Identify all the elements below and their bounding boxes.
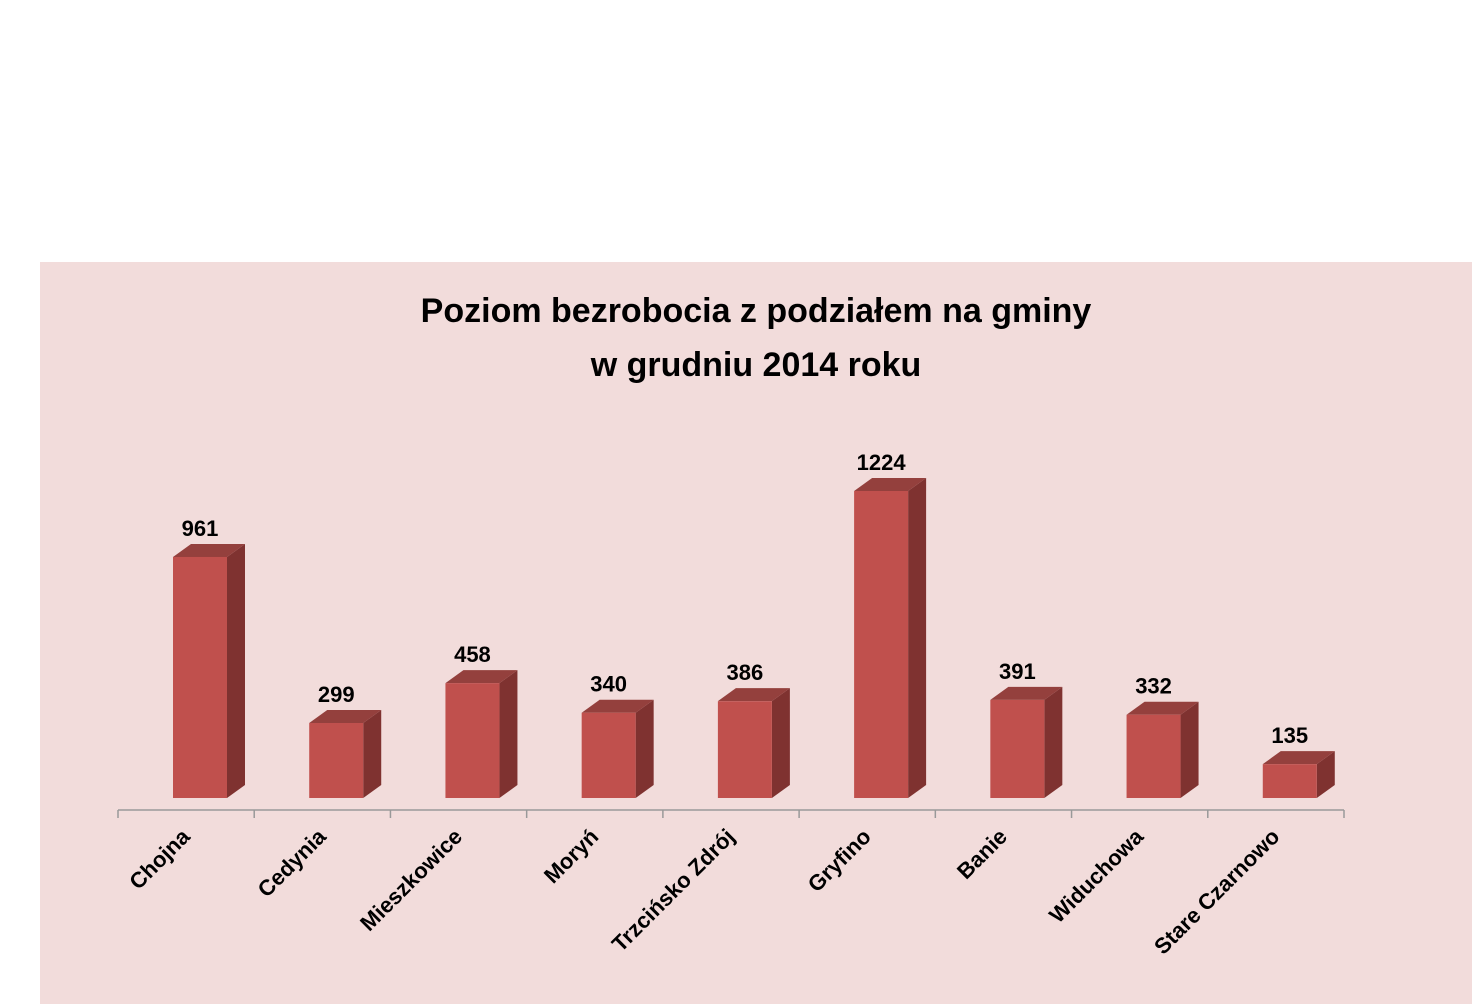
bar-top [173,543,245,557]
bar-front [581,712,636,798]
bar-top [1262,751,1335,765]
bar-front [854,491,909,798]
bar-side [635,699,654,798]
bar-side [1044,686,1063,798]
chart-title: Poziom bezrobocia z podziałem na gminy w… [420,292,1092,384]
value-label: 1224 [857,450,907,475]
bar-side [908,478,927,798]
x-tick-label: Trzcińsko Zdrój [607,824,740,957]
x-tick-label: Gryfino [803,824,876,897]
value-label: 961 [182,516,219,541]
bar [1262,751,1335,798]
bar-side [499,670,518,798]
x-tick-label: Moryń [539,824,603,888]
value-label: 386 [727,660,764,685]
bar-side [771,688,790,798]
x-tick-label: Mieszkowice [355,824,467,936]
x-tick-label: Widuchowa [1044,823,1148,927]
bar-side [1180,701,1199,798]
bar [581,699,654,798]
x-tick-label: Banie [952,824,1012,884]
bar-front [445,683,500,798]
value-label: 458 [454,642,491,667]
chart-background [40,262,1472,1004]
bar-front [173,556,227,798]
bar-top [309,710,382,724]
bar-side [227,543,245,798]
bar-top [1126,701,1199,715]
bar [854,478,927,798]
x-tick-label: Stare Czarnowo [1149,824,1284,959]
bar [717,688,790,798]
bar [445,670,518,798]
bar-side [1316,751,1335,798]
bar-side [363,710,382,798]
bar-front [1126,714,1181,798]
bar-top [854,478,927,491]
bar-top [445,670,518,684]
value-label: 332 [1135,674,1172,699]
bar [173,543,245,798]
bar-front [1262,764,1317,798]
value-label: 340 [590,672,627,697]
bar [1126,701,1199,798]
bar [990,686,1063,798]
value-label: 391 [999,659,1036,684]
bar-top [581,699,654,713]
bar-top [717,688,790,702]
value-label: 299 [318,682,355,707]
x-tick-label: Chojna [124,823,195,894]
value-label: 135 [1271,723,1308,748]
x-tick-label: Cedynia [253,823,332,902]
bar-top [990,686,1063,700]
bar-front [717,701,772,798]
bar-front [309,723,364,798]
bar-front [990,699,1045,798]
bar [309,710,382,798]
